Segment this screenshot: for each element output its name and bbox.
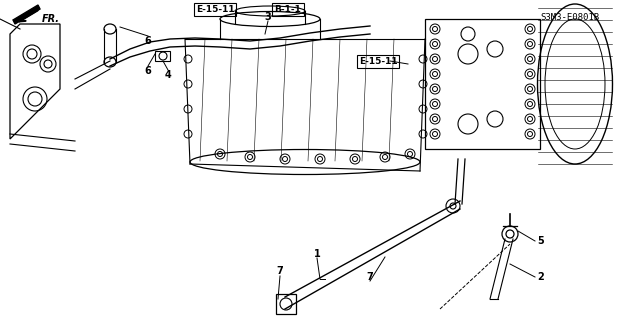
Text: 4: 4 [164,70,172,80]
Text: E-15-11: E-15-11 [358,56,397,65]
Text: 5: 5 [538,236,545,246]
Text: 3: 3 [264,12,271,22]
Bar [356,55,399,68]
Text: E-15-11: E-15-11 [196,4,234,13]
Bar [272,3,304,16]
Text: 7: 7 [367,272,373,282]
Text: 2: 2 [538,272,545,282]
Text: FR.: FR. [42,14,60,24]
Bar [276,294,296,314]
Bar [155,51,170,61]
Text: S3M3-E0801B: S3M3-E0801B [540,12,599,21]
Text: 7: 7 [276,266,284,276]
Text: 6: 6 [145,36,152,46]
Text: B-1-1: B-1-1 [275,4,301,13]
Bar [194,3,236,16]
Text: 6: 6 [145,66,152,76]
Polygon shape [13,5,40,24]
Text: 1: 1 [314,249,321,259]
